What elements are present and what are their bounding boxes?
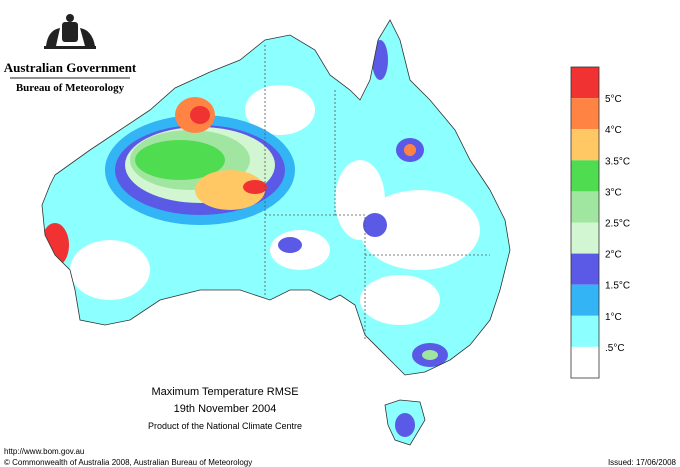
state-borders: [264, 45, 490, 340]
legend-swatch: [571, 98, 599, 130]
crest: [44, 14, 96, 49]
legend-swatch: [571, 284, 599, 316]
legend-swatch: [571, 191, 599, 223]
legend-swatch: [571, 253, 599, 285]
legend-swatch: [571, 160, 599, 192]
footer-url[interactable]: http://www.bom.gov.au: [4, 447, 84, 456]
bureau-name: Bureau of Meteorology: [16, 82, 125, 94]
legend-swatch: [571, 346, 599, 378]
footer-copyright: © Commonwealth of Australia 2008, Austra…: [4, 458, 252, 467]
agency-name: Australian Government: [4, 60, 137, 75]
legend-label: 2°C: [605, 250, 622, 261]
legend-label: 1.5°C: [605, 281, 630, 292]
legend-label: .5°C: [605, 343, 625, 354]
legend-label: 1°C: [605, 312, 622, 323]
legend-label: 4°C: [605, 125, 622, 136]
legend-label: 3.5°C: [605, 156, 630, 167]
legend-swatch: [571, 315, 599, 347]
legend-label: 3°C: [605, 187, 622, 198]
legend-label: 2.5°C: [605, 219, 630, 230]
caption-title: Maximum Temperature RMSE: [151, 386, 298, 398]
legend-frame: [570, 66, 600, 379]
coastline: [41, 19, 511, 446]
legend-swatch: [571, 222, 599, 254]
caption-date: 19th November 2004: [174, 403, 277, 415]
caption-product: Product of the National Climate Centre: [148, 421, 302, 431]
legend-label: 5°C: [605, 94, 622, 105]
footer-issued: Issued: 17/06/2008: [608, 458, 677, 467]
legend-swatch: [571, 67, 599, 99]
legend: 5°C 4°C 3.5°C 3°C 2.5°C 2°C 1.5°C 1°C .5°C: [570, 66, 630, 379]
legend-swatch: [571, 129, 599, 161]
